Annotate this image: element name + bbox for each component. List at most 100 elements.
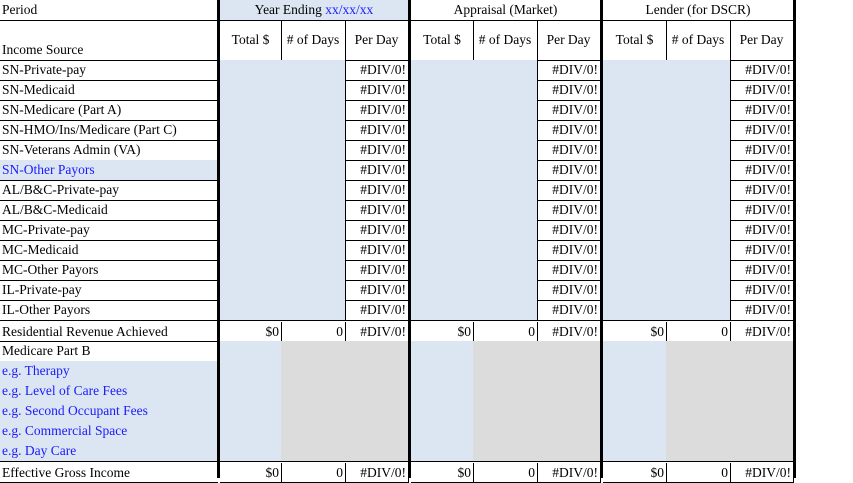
total-input[interactable]: [220, 120, 282, 141]
other-income-label[interactable]: e.g. Second Occupant Fees: [0, 401, 218, 422]
days-input[interactable]: [666, 160, 731, 181]
other-income-input[interactable]: [603, 361, 667, 382]
days-input[interactable]: [473, 160, 538, 181]
total-input[interactable]: [411, 240, 474, 261]
days-input[interactable]: [473, 240, 538, 261]
other-income-label[interactable]: e.g. Commercial Space: [0, 421, 218, 442]
days-input[interactable]: [666, 220, 731, 241]
other-income-input[interactable]: [411, 401, 474, 422]
other-income-input[interactable]: [411, 361, 474, 382]
total-input[interactable]: [411, 60, 474, 81]
total-input[interactable]: [603, 260, 667, 281]
other-income-input[interactable]: [411, 381, 474, 402]
days-input[interactable]: [666, 60, 731, 81]
total-input[interactable]: [603, 60, 667, 81]
other-income-input[interactable]: [220, 401, 282, 422]
total-input[interactable]: [411, 160, 474, 181]
period-header-0[interactable]: Year Ending xx/xx/xx: [220, 0, 409, 21]
days-input[interactable]: [473, 140, 538, 161]
total-input[interactable]: [411, 220, 474, 241]
other-income-label[interactable]: e.g. Day Care: [0, 441, 218, 462]
days-input[interactable]: [281, 120, 346, 141]
total-input[interactable]: [220, 280, 282, 301]
total-input[interactable]: [220, 60, 282, 81]
total-input[interactable]: [603, 100, 667, 121]
total-input[interactable]: [220, 240, 282, 261]
days-input[interactable]: [666, 180, 731, 201]
days-input[interactable]: [281, 140, 346, 161]
other-income-input[interactable]: [220, 381, 282, 402]
total-input[interactable]: [603, 140, 667, 161]
other-income-input[interactable]: [220, 421, 282, 442]
total-input[interactable]: [411, 280, 474, 301]
days-input[interactable]: [281, 200, 346, 221]
days-input[interactable]: [281, 60, 346, 81]
total-input[interactable]: [220, 200, 282, 221]
days-input[interactable]: [281, 160, 346, 181]
total-input[interactable]: [603, 240, 667, 261]
days-input[interactable]: [473, 300, 538, 321]
total-input[interactable]: [603, 120, 667, 141]
total-input[interactable]: [411, 180, 474, 201]
days-input[interactable]: [281, 260, 346, 281]
other-income-input[interactable]: [220, 361, 282, 382]
other-income-input[interactable]: [411, 441, 474, 462]
days-input[interactable]: [666, 260, 731, 281]
total-input[interactable]: [411, 200, 474, 221]
other-income-input[interactable]: [411, 421, 474, 442]
total-input[interactable]: [603, 220, 667, 241]
days-input[interactable]: [281, 180, 346, 201]
days-input[interactable]: [281, 280, 346, 301]
days-input[interactable]: [473, 200, 538, 221]
total-input[interactable]: [603, 180, 667, 201]
days-input[interactable]: [473, 260, 538, 281]
days-input[interactable]: [666, 280, 731, 301]
year-ending-date[interactable]: xx/xx/xx: [325, 2, 374, 17]
other-income-label[interactable]: e.g. Therapy: [0, 361, 218, 382]
total-input[interactable]: [603, 200, 667, 221]
other-income-input[interactable]: [220, 441, 282, 462]
total-input[interactable]: [220, 160, 282, 181]
row-label[interactable]: SN-Other Payors: [0, 160, 218, 181]
other-income-input[interactable]: [603, 441, 667, 462]
total-input[interactable]: [411, 100, 474, 121]
other-income-input[interactable]: [603, 401, 667, 422]
days-input[interactable]: [666, 140, 731, 161]
other-income-label[interactable]: e.g. Level of Care Fees: [0, 381, 218, 402]
other-income-input[interactable]: [220, 341, 282, 362]
days-input[interactable]: [281, 100, 346, 121]
days-input[interactable]: [281, 80, 346, 101]
total-input[interactable]: [220, 180, 282, 201]
total-input[interactable]: [603, 300, 667, 321]
days-input[interactable]: [666, 200, 731, 221]
total-input[interactable]: [220, 80, 282, 101]
total-input[interactable]: [411, 120, 474, 141]
other-income-input[interactable]: [411, 341, 474, 362]
days-input[interactable]: [281, 300, 346, 321]
total-input[interactable]: [220, 100, 282, 121]
other-income-input[interactable]: [603, 341, 667, 362]
total-input[interactable]: [220, 260, 282, 281]
days-input[interactable]: [473, 80, 538, 101]
days-input[interactable]: [666, 80, 731, 101]
days-input[interactable]: [666, 240, 731, 261]
days-input[interactable]: [473, 100, 538, 121]
total-input[interactable]: [603, 80, 667, 101]
total-input[interactable]: [220, 140, 282, 161]
days-input[interactable]: [666, 300, 731, 321]
total-input[interactable]: [411, 140, 474, 161]
days-input[interactable]: [666, 120, 731, 141]
other-income-input[interactable]: [603, 421, 667, 442]
days-input[interactable]: [473, 120, 538, 141]
total-input[interactable]: [220, 220, 282, 241]
days-input[interactable]: [473, 220, 538, 241]
days-input[interactable]: [473, 180, 538, 201]
other-income-input[interactable]: [603, 381, 667, 402]
total-input[interactable]: [411, 300, 474, 321]
total-input[interactable]: [220, 300, 282, 321]
total-input[interactable]: [603, 160, 667, 181]
days-input[interactable]: [666, 100, 731, 121]
days-input[interactable]: [281, 240, 346, 261]
days-input[interactable]: [281, 220, 346, 241]
total-input[interactable]: [411, 80, 474, 101]
